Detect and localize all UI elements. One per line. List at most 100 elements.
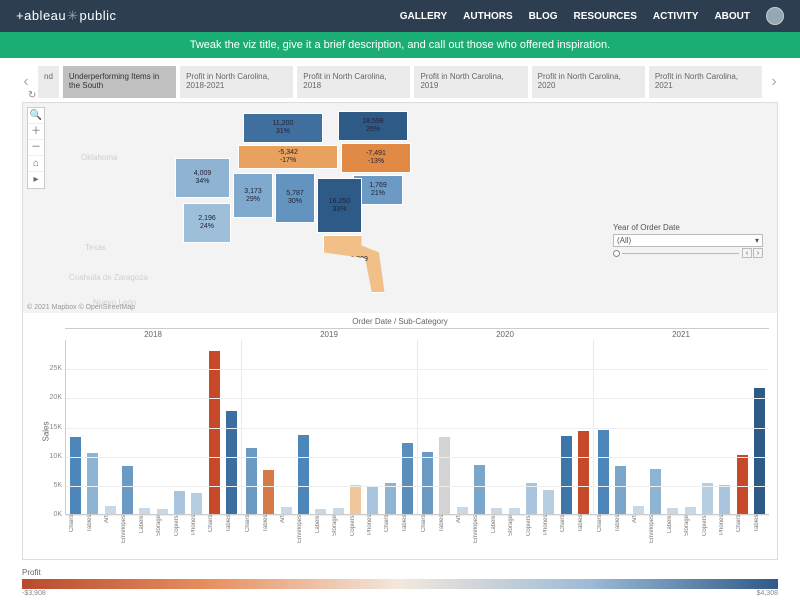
nav-blog[interactable]: BLOG <box>529 11 558 22</box>
filter-select[interactable]: (All) ▾ <box>613 234 763 247</box>
bar[interactable] <box>263 470 274 514</box>
bar[interactable] <box>422 452 433 514</box>
bar[interactable] <box>702 483 713 515</box>
story-tab[interactable]: Profit in North Carolina, 2018 <box>297 66 410 98</box>
category-label: Art <box>456 515 467 557</box>
bar[interactable] <box>439 437 450 514</box>
bar[interactable] <box>191 493 202 514</box>
bar[interactable] <box>333 508 344 514</box>
bar[interactable] <box>350 485 361 514</box>
bar[interactable] <box>105 506 116 514</box>
map-home-icon[interactable]: ⌂ <box>28 156 44 172</box>
state-GA[interactable]: 16,25033% <box>317 178 362 233</box>
state-MS[interactable]: 3,17329% <box>233 173 273 218</box>
slider-track <box>622 253 739 254</box>
category-label: Chairs <box>421 515 432 557</box>
bar[interactable] <box>157 509 168 514</box>
map[interactable]: 🔍 ＋ － ⌂ ▸ OklahomaTexasCoahuila de Zarag… <box>23 103 777 313</box>
bar[interactable] <box>298 435 309 514</box>
nav-about[interactable]: ABOUT <box>714 11 750 22</box>
cat-group: ChairsTablesArtEnvelopesLabelsStorageCop… <box>65 515 241 557</box>
map-play-icon[interactable]: ▸ <box>28 172 44 188</box>
bar[interactable] <box>509 508 520 514</box>
map-search-icon[interactable]: 🔍 <box>28 108 44 124</box>
bar[interactable] <box>491 508 502 514</box>
slider-next-icon[interactable]: › <box>753 248 763 258</box>
bar[interactable] <box>139 508 150 514</box>
bar[interactable] <box>315 509 326 514</box>
legend-max: $4,308 <box>757 590 778 597</box>
year-filter: Year of Order Date (All) ▾ ‹ › <box>613 223 763 256</box>
state-FL[interactable]: -3,399-4% <box>323 235 393 293</box>
reload-icon[interactable]: ↻ <box>28 90 36 101</box>
bar[interactable] <box>719 485 730 514</box>
bar[interactable] <box>122 466 133 514</box>
story-tab[interactable]: Profit in North Carolina, 2021 <box>649 66 762 98</box>
story-tab[interactable]: Profit in North Carolina, 2020 <box>532 66 645 98</box>
bar[interactable] <box>667 508 678 514</box>
category-label: Tables <box>439 515 450 557</box>
logo-right: public <box>80 8 117 23</box>
category-label: Tables <box>87 515 98 557</box>
map-tools: 🔍 ＋ － ⌂ ▸ <box>27 107 45 189</box>
map-zoom-out-icon[interactable]: － <box>28 140 44 156</box>
bar[interactable] <box>633 506 644 514</box>
bar[interactable] <box>385 483 396 515</box>
state-TN[interactable]: -5,342-17% <box>238 145 338 169</box>
bar[interactable] <box>457 507 468 514</box>
y-tick: 5K <box>42 482 62 489</box>
avatar[interactable] <box>766 7 784 25</box>
dropdown-icon: ▾ <box>755 236 759 245</box>
state-AR[interactable]: 4,00934% <box>175 158 230 198</box>
bar[interactable] <box>615 466 626 514</box>
category-label: Envelopes <box>297 515 308 557</box>
slider-prev-icon[interactable]: ‹ <box>742 248 752 258</box>
state-VA[interactable]: 18,59826% <box>338 111 408 141</box>
story-prev-icon[interactable]: ‹ <box>18 73 34 91</box>
bar[interactable] <box>754 388 765 514</box>
nav-gallery[interactable]: GALLERY <box>400 11 447 22</box>
story-next-icon[interactable]: › <box>766 73 782 91</box>
map-zoom-in-icon[interactable]: ＋ <box>28 124 44 140</box>
bar[interactable] <box>87 453 98 514</box>
bar[interactable] <box>578 431 589 514</box>
logo[interactable]: +ableau✳public <box>16 8 117 24</box>
story-tab[interactable]: nd <box>38 66 59 98</box>
state-LA[interactable]: 2,19624% <box>183 203 231 243</box>
story-tab[interactable]: Profit in North Carolina, 2019 <box>414 66 527 98</box>
state-NC[interactable]: -7,491-13% <box>341 143 411 173</box>
story-tab[interactable]: Profit in North Carolina, 2018-2021 <box>180 66 293 98</box>
bar[interactable] <box>650 469 661 515</box>
bar[interactable] <box>474 465 485 514</box>
bar[interactable] <box>209 351 220 514</box>
bar[interactable] <box>526 483 537 515</box>
y-tick: 25K <box>42 365 62 372</box>
category-label: Tables <box>615 515 626 557</box>
tip-banner: Tweak the viz title, give it a brief des… <box>0 32 800 58</box>
category-label: Envelopes <box>649 515 660 557</box>
slider-knob[interactable] <box>613 250 620 257</box>
year-header: 2018 <box>65 328 241 340</box>
bar[interactable] <box>281 507 292 514</box>
bar[interactable] <box>70 437 81 514</box>
category-label: Tables <box>226 515 237 557</box>
bar[interactable] <box>367 487 378 514</box>
story-tab[interactable]: Underperforming Items in the South <box>63 66 176 98</box>
bar[interactable] <box>561 436 572 514</box>
plot-area[interactable]: Sales 0K5K10K15K20K25K <box>65 340 769 515</box>
state-KY[interactable]: 11,20031% <box>243 113 323 143</box>
state-AL[interactable]: 5,78730% <box>275 173 315 223</box>
nav-authors[interactable]: AUTHORS <box>463 11 512 22</box>
bar[interactable] <box>543 490 554 515</box>
bar[interactable] <box>174 491 185 514</box>
profit-legend: Profit -$3,908 $4,308 <box>22 568 778 589</box>
bar[interactable] <box>402 443 413 514</box>
filter-slider[interactable]: ‹ › <box>613 250 763 256</box>
category-label: Storage <box>508 515 519 557</box>
bar[interactable] <box>737 455 748 515</box>
top-nav: +ableau✳public GALLERY AUTHORS BLOG RESO… <box>0 0 800 32</box>
bar[interactable] <box>685 507 696 514</box>
nav-activity[interactable]: ACTIVITY <box>653 11 699 22</box>
bar[interactable] <box>598 430 609 514</box>
nav-resources[interactable]: RESOURCES <box>574 11 637 22</box>
